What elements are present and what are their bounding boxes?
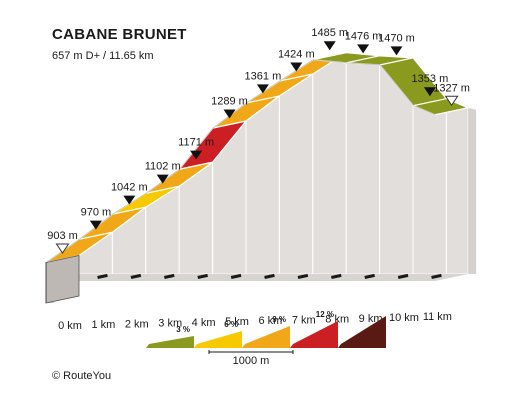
- elevation-label: 1424 m: [278, 48, 315, 60]
- elevation-marker-icon: [357, 44, 370, 54]
- x-axis-labels: 0 km 1 km 2 km 3 km 4 km 5 km 6 km 7 km 8 km 9 km…: [58, 311, 452, 332]
- legend-swatch-grade-6: [194, 331, 242, 348]
- grade-legend: 3 % 6 % 9 % 12 % 1000 m: [146, 310, 386, 367]
- x-tick-label: 4 km: [192, 317, 216, 329]
- elevation-label: 1042 m: [111, 182, 148, 194]
- x-tick-label: 5 km: [225, 316, 249, 328]
- elevation-label: 1470 m: [378, 32, 415, 44]
- chart-title: CABANE BRUNET: [52, 26, 187, 43]
- axis-tick: [230, 273, 242, 279]
- elevation-label: 903 m: [47, 230, 78, 242]
- axis-tick: [197, 273, 208, 279]
- legend-swatch-grade-3: [146, 336, 194, 348]
- elevation-marker-icon: [156, 174, 169, 184]
- x-tick-label: 7 km: [292, 314, 316, 326]
- elevation-label: 1485 m: [311, 27, 348, 39]
- profile-front-edge: [45, 59, 436, 263]
- axis-tick: [164, 273, 175, 279]
- elevation-label: 1476 m: [345, 30, 382, 42]
- elevation-label: 970 m: [81, 207, 112, 219]
- copyright-notice: © RouteYou: [52, 370, 112, 382]
- legend-label: 6 %: [224, 320, 238, 329]
- axis-tick: [130, 273, 142, 279]
- elevation-label: 1327 m: [433, 82, 470, 94]
- elevation-marker-icon: [390, 46, 403, 56]
- legend-label: 3 %: [176, 325, 190, 334]
- elevation-marker-icon: [190, 150, 203, 160]
- side-wall-segment: [245, 94, 280, 275]
- elevation-label: 1361 m: [245, 70, 282, 82]
- scale-bar-label: 1000 m: [233, 355, 270, 367]
- elevation-label: 1289 m: [211, 96, 248, 108]
- x-tick-label: 9 km: [359, 313, 383, 325]
- axis-tick: [397, 273, 409, 279]
- legend-label: 12 %: [316, 310, 334, 319]
- axis-tick: [331, 273, 342, 279]
- x-tick-label: 3 km: [158, 318, 182, 330]
- x-tick-label: 2 km: [125, 318, 149, 330]
- side-wall-segment: [278, 73, 314, 275]
- side-wall-segment: [445, 97, 469, 275]
- slope-segment-grade-3: [411, 98, 471, 116]
- elevation-marker-icon: [223, 109, 236, 119]
- axis-tick: [264, 273, 275, 279]
- side-wall-segment: [312, 51, 347, 275]
- chart-subtitle: 657 m D+ / 11.65 km: [52, 50, 154, 62]
- legend-swatch-grade-15: [338, 316, 386, 348]
- legend-swatch-grade-12: [290, 321, 338, 348]
- elevation-marker-icon: [123, 195, 136, 205]
- elevation-label: 1102 m: [145, 161, 181, 173]
- axis-tick: [97, 273, 108, 279]
- legend-swatch-grade-9: [242, 326, 290, 348]
- start-marker-icon: [55, 243, 70, 254]
- elevation-marker-icon: [290, 62, 303, 72]
- legend-label: 9 %: [272, 315, 286, 324]
- side-wall-end: [468, 107, 477, 274]
- axis-tick: [297, 273, 309, 279]
- x-tick-label: 10 km: [389, 312, 419, 324]
- elevation-marker-icon: [423, 87, 436, 97]
- axis-tick: [431, 273, 442, 279]
- elevation-label: 1353 m: [412, 73, 449, 85]
- elevation-marker-icon: [256, 84, 269, 94]
- distance-axis-band: [63, 273, 442, 279]
- elevation-label: 1171 m: [178, 137, 214, 149]
- x-tick-label: 8 km: [325, 314, 349, 326]
- end-marker-icon: [444, 95, 459, 107]
- x-tick-label: 6 km: [258, 315, 282, 327]
- axis-tick: [364, 273, 375, 279]
- elevation-marker-icon: [89, 220, 102, 230]
- side-wall-segment: [345, 52, 381, 275]
- x-tick-label: 0 km: [58, 320, 82, 332]
- profile-start-face: [45, 255, 80, 304]
- ground-shelf: [46, 274, 469, 281]
- x-tick-label: 1 km: [91, 319, 115, 331]
- elevation-marker-icon: [323, 41, 336, 51]
- x-tick-label: 11 km: [423, 311, 452, 323]
